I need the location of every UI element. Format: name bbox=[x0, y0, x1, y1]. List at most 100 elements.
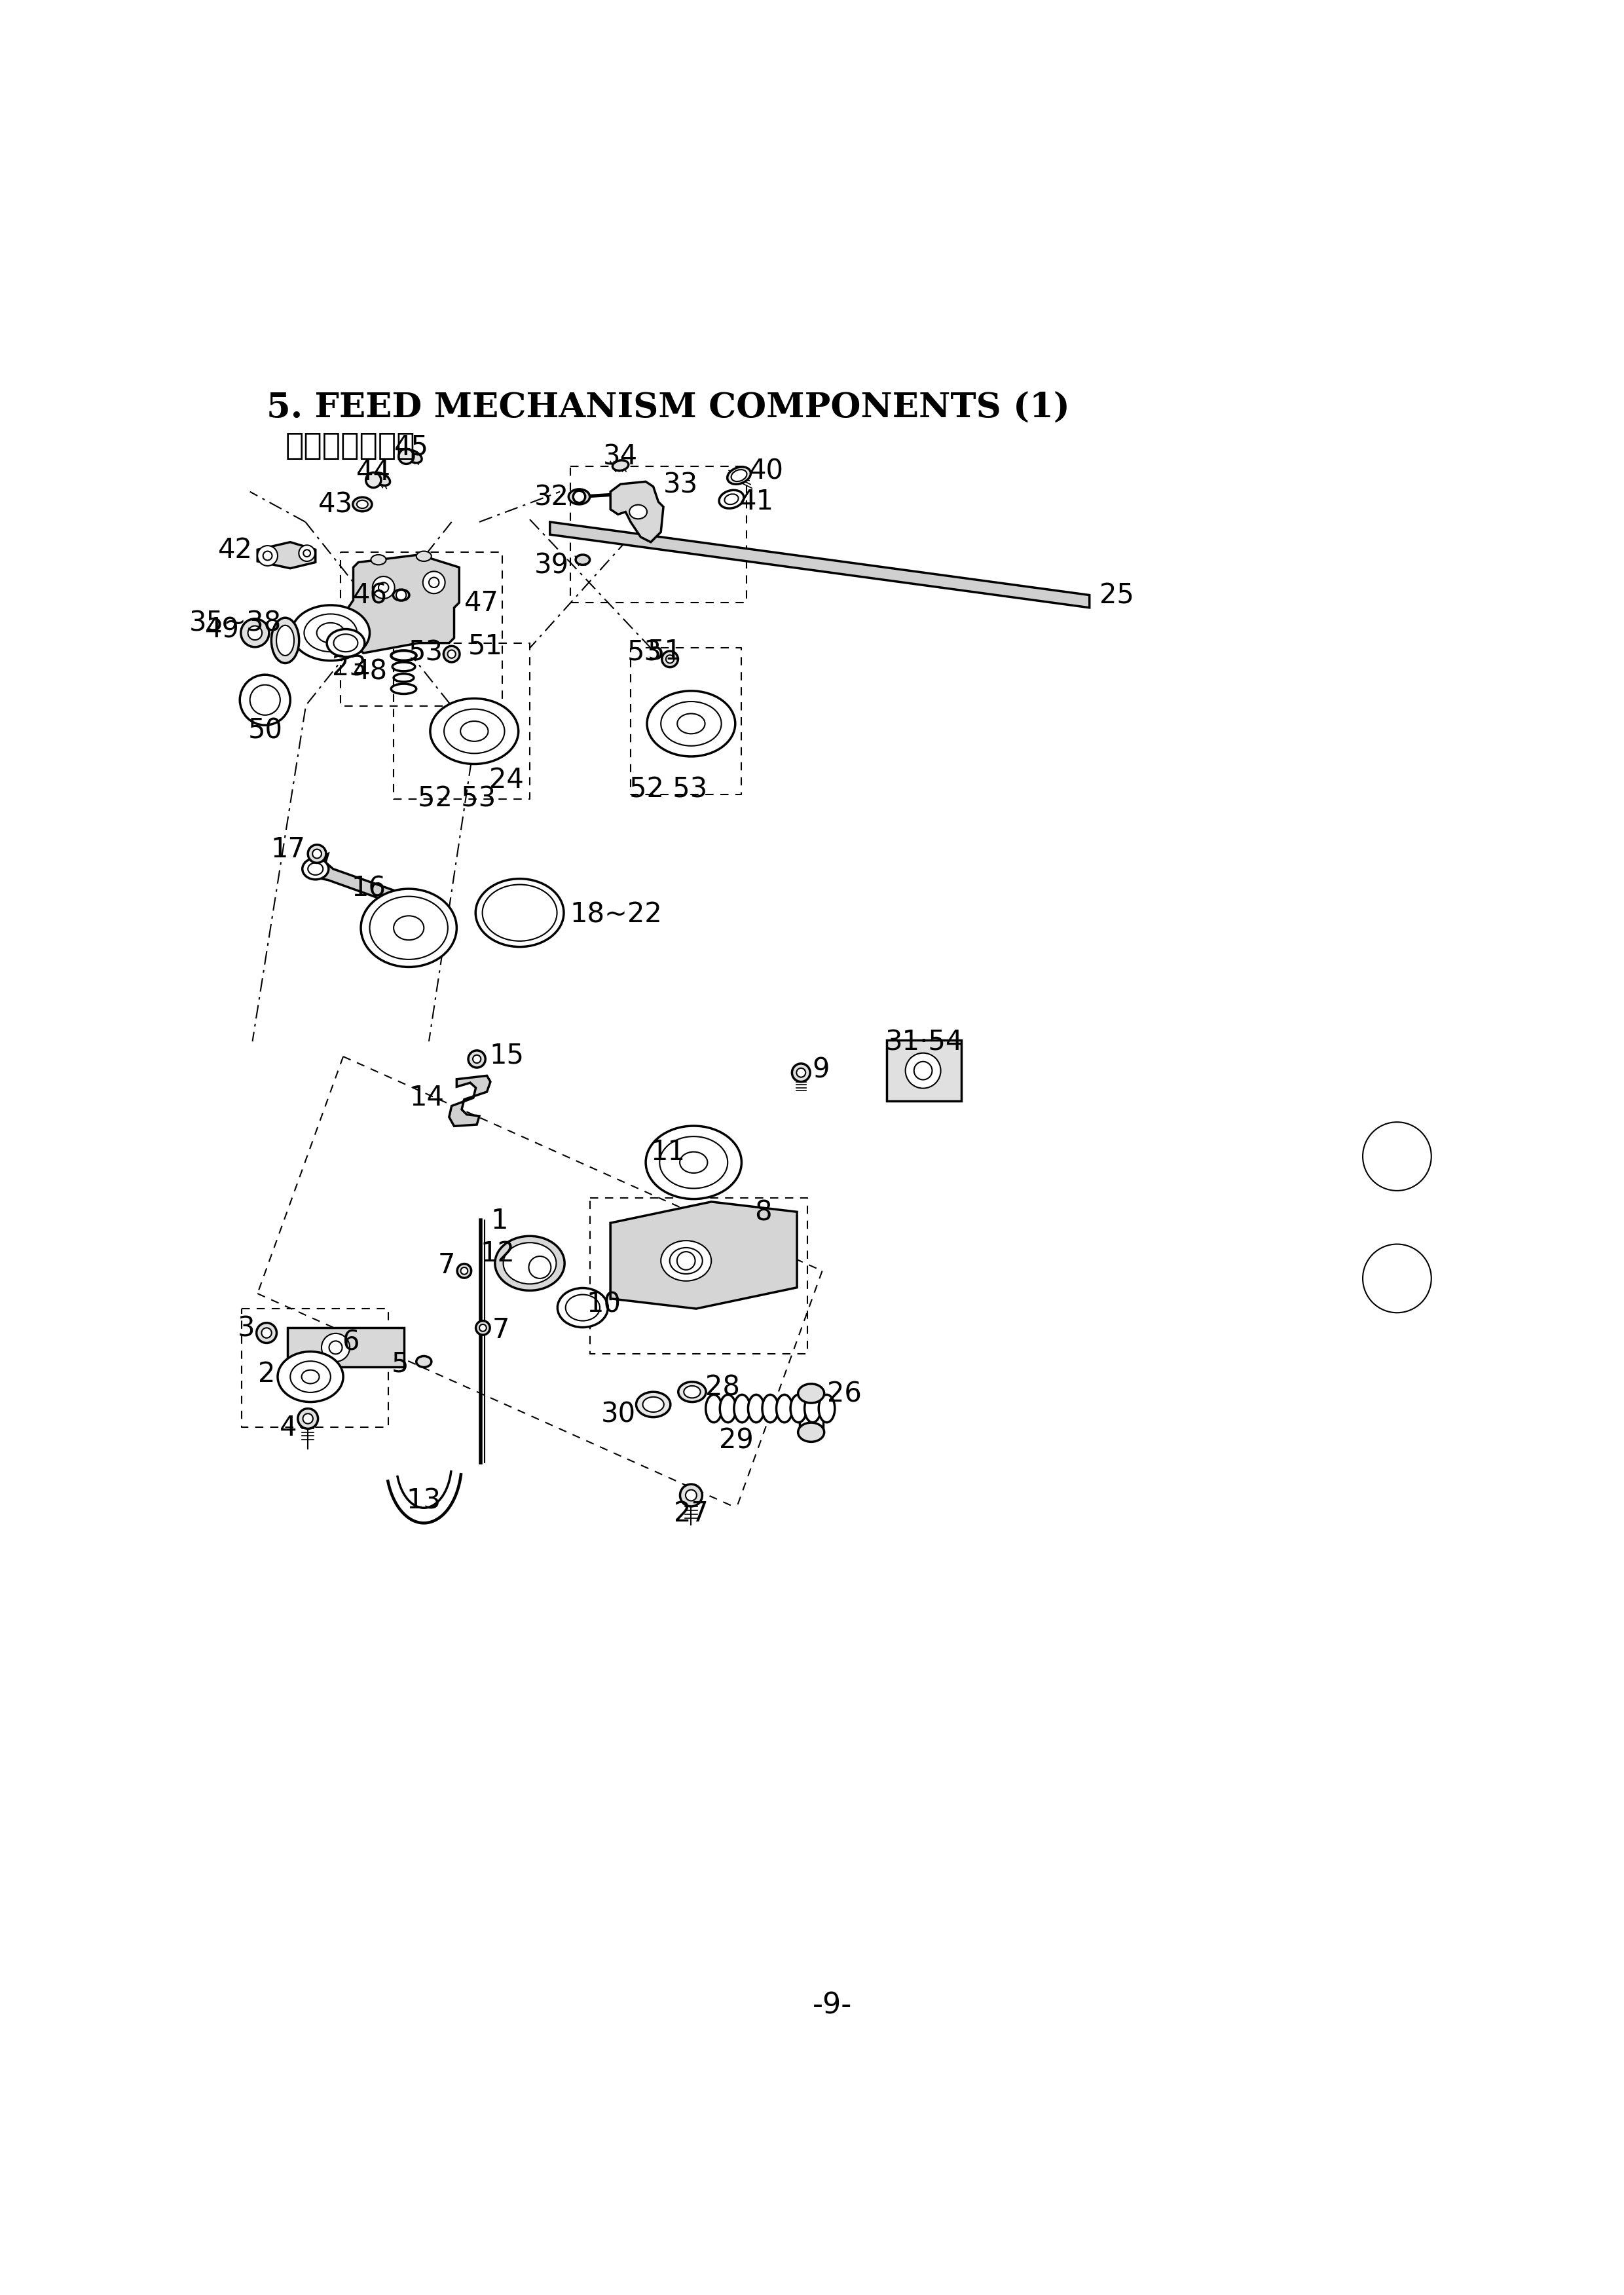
Text: 送り関係（１）: 送り関係（１） bbox=[286, 431, 416, 461]
Ellipse shape bbox=[372, 473, 390, 487]
Ellipse shape bbox=[430, 700, 518, 764]
Text: 46: 46 bbox=[352, 583, 388, 608]
Circle shape bbox=[573, 491, 585, 503]
Circle shape bbox=[240, 620, 270, 647]
Circle shape bbox=[396, 590, 406, 601]
Circle shape bbox=[666, 656, 674, 663]
Ellipse shape bbox=[302, 858, 328, 879]
Text: 16: 16 bbox=[351, 874, 387, 902]
Circle shape bbox=[372, 576, 395, 599]
Circle shape bbox=[309, 845, 326, 863]
Text: 47: 47 bbox=[464, 590, 499, 617]
Text: 10: 10 bbox=[586, 1290, 620, 1317]
Text: 27: 27 bbox=[674, 1499, 708, 1526]
Ellipse shape bbox=[719, 1395, 736, 1423]
Ellipse shape bbox=[370, 897, 448, 959]
Ellipse shape bbox=[719, 491, 744, 509]
Ellipse shape bbox=[557, 1287, 607, 1327]
Circle shape bbox=[677, 1253, 695, 1269]
Circle shape bbox=[240, 675, 291, 725]
Ellipse shape bbox=[276, 627, 294, 656]
Text: 45: 45 bbox=[395, 434, 429, 461]
Ellipse shape bbox=[393, 590, 409, 601]
Polygon shape bbox=[611, 1203, 797, 1308]
Text: 35~38: 35~38 bbox=[188, 610, 281, 638]
Ellipse shape bbox=[278, 1352, 343, 1402]
Circle shape bbox=[461, 1267, 468, 1274]
Text: 28: 28 bbox=[705, 1372, 741, 1400]
Text: 5: 5 bbox=[391, 1349, 409, 1377]
Circle shape bbox=[398, 450, 414, 464]
Circle shape bbox=[793, 1065, 810, 1081]
Ellipse shape bbox=[476, 879, 564, 948]
Circle shape bbox=[443, 647, 460, 663]
Text: 33: 33 bbox=[663, 470, 698, 498]
Text: 1: 1 bbox=[490, 1207, 508, 1235]
Ellipse shape bbox=[565, 1294, 599, 1322]
Ellipse shape bbox=[416, 1356, 432, 1368]
Ellipse shape bbox=[706, 1395, 723, 1423]
Text: -9-: -9- bbox=[812, 1990, 853, 2020]
Ellipse shape bbox=[302, 1370, 320, 1384]
Ellipse shape bbox=[482, 886, 557, 941]
Bar bbox=[887, 1040, 961, 1102]
Circle shape bbox=[468, 1051, 486, 1067]
Ellipse shape bbox=[646, 1127, 742, 1200]
Ellipse shape bbox=[503, 1244, 557, 1285]
Ellipse shape bbox=[776, 1395, 793, 1423]
Ellipse shape bbox=[309, 863, 323, 874]
Circle shape bbox=[479, 1324, 487, 1331]
Circle shape bbox=[250, 686, 281, 716]
Ellipse shape bbox=[568, 489, 590, 505]
Circle shape bbox=[422, 571, 445, 594]
Ellipse shape bbox=[495, 1237, 565, 1290]
Circle shape bbox=[1363, 1244, 1431, 1313]
Polygon shape bbox=[305, 854, 429, 916]
Ellipse shape bbox=[393, 916, 424, 941]
Text: 53: 53 bbox=[408, 638, 443, 666]
Circle shape bbox=[248, 627, 261, 640]
Ellipse shape bbox=[818, 1395, 835, 1423]
Text: 4: 4 bbox=[279, 1414, 297, 1441]
Ellipse shape bbox=[393, 663, 416, 672]
Text: 40: 40 bbox=[749, 457, 784, 484]
Circle shape bbox=[322, 1333, 349, 1361]
Text: 25: 25 bbox=[1099, 583, 1134, 608]
Text: 26: 26 bbox=[827, 1379, 862, 1407]
Ellipse shape bbox=[661, 1242, 711, 1281]
Circle shape bbox=[378, 583, 388, 592]
Circle shape bbox=[685, 1489, 697, 1501]
Ellipse shape bbox=[728, 468, 750, 484]
Polygon shape bbox=[611, 482, 663, 542]
Circle shape bbox=[257, 1324, 276, 1343]
Text: 15: 15 bbox=[489, 1042, 525, 1069]
Text: 3: 3 bbox=[237, 1315, 255, 1343]
Circle shape bbox=[663, 652, 677, 668]
Circle shape bbox=[302, 1414, 313, 1423]
Ellipse shape bbox=[797, 1384, 825, 1402]
Text: 52 53: 52 53 bbox=[630, 776, 708, 803]
Ellipse shape bbox=[575, 555, 590, 565]
Polygon shape bbox=[258, 542, 315, 569]
Ellipse shape bbox=[291, 1361, 331, 1393]
Ellipse shape bbox=[391, 684, 416, 695]
Circle shape bbox=[458, 1265, 471, 1278]
Text: 7: 7 bbox=[492, 1317, 510, 1345]
Ellipse shape bbox=[661, 702, 721, 746]
Text: 11: 11 bbox=[650, 1138, 685, 1166]
Circle shape bbox=[365, 473, 382, 489]
Circle shape bbox=[796, 1069, 806, 1079]
Ellipse shape bbox=[393, 675, 414, 682]
Circle shape bbox=[263, 551, 273, 560]
Ellipse shape bbox=[684, 1386, 700, 1398]
Text: 6: 6 bbox=[343, 1329, 359, 1356]
Ellipse shape bbox=[357, 500, 369, 509]
Ellipse shape bbox=[404, 450, 422, 464]
Circle shape bbox=[1363, 1122, 1431, 1191]
Circle shape bbox=[258, 546, 278, 567]
Ellipse shape bbox=[731, 470, 747, 482]
Text: 5. FEED MECHANISM COMPONENTS (1): 5. FEED MECHANISM COMPONENTS (1) bbox=[266, 392, 1070, 425]
Circle shape bbox=[429, 578, 438, 588]
Ellipse shape bbox=[679, 1382, 706, 1402]
Circle shape bbox=[304, 551, 310, 558]
